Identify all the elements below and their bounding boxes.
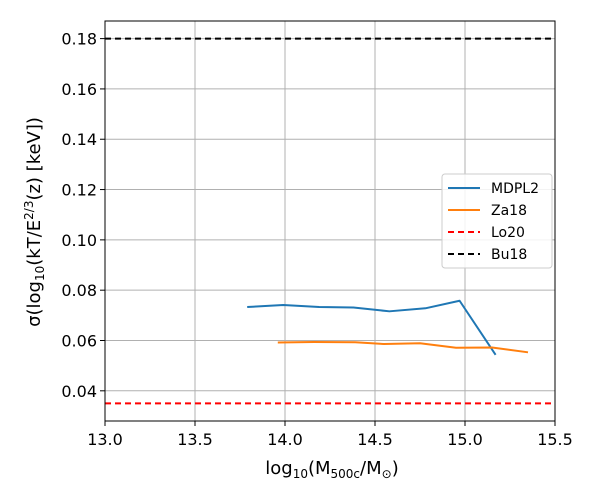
x-tick-label: 15.5 (537, 430, 573, 449)
x-tick-label: 14.5 (357, 430, 393, 449)
y-tick-label: 0.06 (61, 331, 97, 350)
x-tick-label: 14.0 (267, 430, 303, 449)
legend-label-mdpl2: MDPL2 (491, 181, 539, 197)
x-tick-label: 13.0 (87, 430, 123, 449)
y-tick-label: 0.16 (61, 80, 97, 99)
series-mdpl2-line (247, 299, 497, 356)
series-za18-line (277, 341, 529, 354)
y-tick-label: 0.14 (61, 130, 97, 149)
x-tick-label: 15.0 (447, 430, 483, 449)
y-tick-label: 0.12 (61, 181, 97, 200)
x-axis-label: log10(M500c/M⊙) (265, 458, 399, 481)
y-tick-label: 0.18 (61, 30, 97, 49)
plot-frame (104, 20, 556, 422)
axes (104, 20, 556, 422)
legend-label-bu18: Bu18 (491, 247, 527, 263)
y-tick-label: 0.04 (61, 382, 97, 401)
y-axis-label: σ(log10(kT/E2/3(z) [keV]) (22, 117, 47, 327)
legend-label-za18: Za18 (491, 203, 527, 219)
series-layer (105, 37, 555, 405)
y-tick-label: 0.08 (61, 281, 97, 300)
legend-box (441, 173, 553, 269)
ticks: 13.0 13.5 14.0 14.5 15.0 15.5 0.04 0.06 0.08 0.10… (61, 30, 572, 449)
x-tick-label: 13.5 (177, 430, 213, 449)
legend: MDPL2 Za18 Lo20 Bu18 (441, 173, 553, 269)
y-tick-label: 0.10 (61, 231, 97, 250)
legend-label-lo20: Lo20 (491, 225, 525, 241)
